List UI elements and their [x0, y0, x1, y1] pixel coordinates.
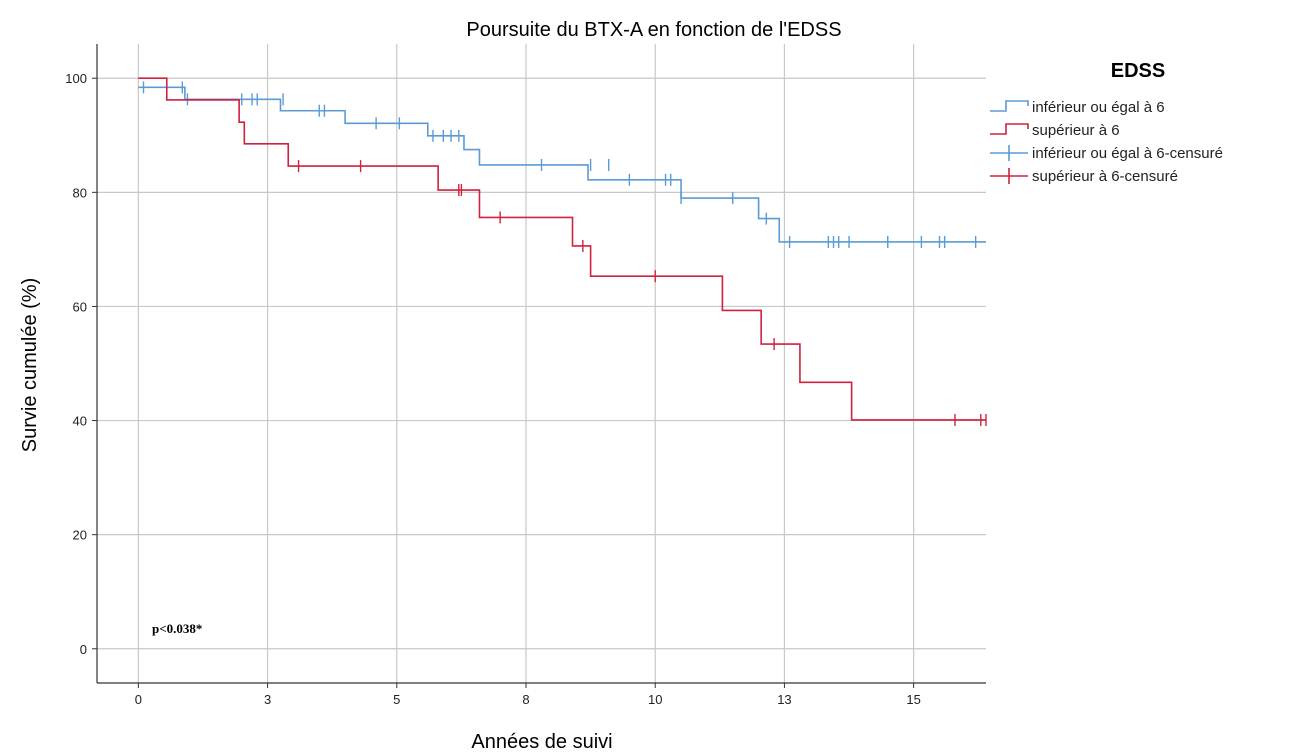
series-2 — [138, 77, 987, 426]
x-tick-label: 13 — [777, 692, 791, 707]
x-tick-label: 10 — [648, 692, 662, 707]
series-layer — [138, 77, 987, 426]
legend-title: EDSS — [1111, 60, 1165, 82]
legend-entry: inférieur ou égal à 6 — [990, 99, 1165, 116]
survival-curve-1 — [138, 86, 986, 243]
x-tick-label: 3 — [264, 692, 271, 707]
legend-label: inférieur ou égal à 6 — [1032, 99, 1165, 116]
x-tick-label: 8 — [522, 692, 529, 707]
y-tick-label: 80 — [73, 185, 87, 200]
legend-entry: supérieur à 6 — [990, 122, 1120, 139]
legend-label: inférieur ou égal à 6-censuré — [1032, 145, 1223, 162]
x-tick-label: 15 — [906, 692, 920, 707]
legend-label: supérieur à 6 — [1032, 122, 1120, 139]
legend-step-symbol — [990, 123, 1029, 135]
y-tick-label: 100 — [65, 71, 87, 86]
y-axis-ticks: 0 20 40 60 80 100 — [65, 71, 97, 657]
chart-title: Poursuite du BTX-A en fonction de l'EDSS — [466, 19, 841, 41]
legend-entry: inférieur ou égal à 6-censuré — [990, 145, 1223, 162]
y-tick-label: 0 — [80, 642, 87, 657]
grid — [97, 44, 986, 683]
legend-step-symbol — [990, 100, 1029, 112]
survival-curve-2 — [138, 77, 986, 421]
y-axis-title: Survie cumulée (%) — [19, 278, 41, 453]
x-tick-label: 5 — [393, 692, 400, 707]
x-axis-title: Années de suivi — [471, 731, 612, 753]
axes — [96, 44, 986, 684]
p-value-annotation: p<0.038* — [152, 621, 202, 636]
y-tick-label: 40 — [73, 414, 87, 429]
y-tick-label: 20 — [73, 528, 87, 543]
series-1 — [138, 81, 986, 248]
x-tick-label: 0 — [135, 692, 142, 707]
x-axis-ticks: 0 3 5 8 10 13 15 — [135, 683, 921, 707]
legend-label: supérieur à 6-censuré — [1032, 168, 1178, 185]
legend-entry: supérieur à 6-censuré — [990, 168, 1178, 185]
legend-items: inférieur ou égal à 6 supérieur à 6 inféri… — [990, 99, 1223, 185]
y-tick-label: 60 — [73, 299, 87, 314]
